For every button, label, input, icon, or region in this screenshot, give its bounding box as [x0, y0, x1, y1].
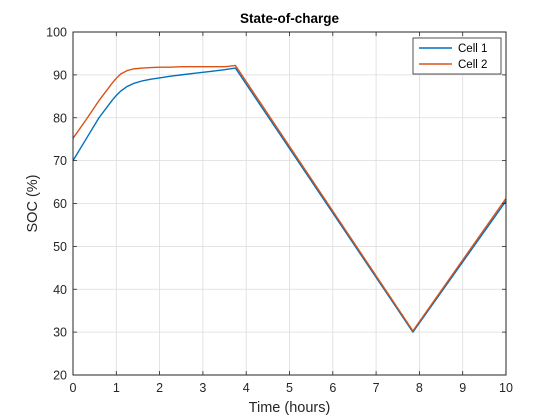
y-tick-label: 90 — [53, 68, 67, 82]
x-tick-label: 7 — [373, 381, 380, 395]
x-tick-label: 0 — [70, 381, 77, 395]
y-tick-label: 30 — [53, 326, 67, 340]
legend-entry-cell-2: Cell 2 — [458, 59, 487, 71]
x-tick-label: 8 — [416, 381, 423, 395]
legend: Cell 1 Cell 2 — [412, 37, 502, 75]
y-tick-label: 50 — [53, 240, 67, 254]
y-axis-label: SOC (%) — [25, 175, 41, 233]
x-tick-label: 3 — [199, 381, 206, 395]
x-axis-label: Time (hours) — [249, 400, 331, 416]
x-tick-label: 1 — [113, 381, 120, 395]
legend-entry-cell-1: Cell 1 — [458, 43, 487, 55]
y-tick-label: 60 — [53, 197, 67, 211]
x-tick-label: 5 — [286, 381, 293, 395]
y-tick-label: 100 — [46, 26, 67, 40]
x-tick-label: 9 — [459, 381, 466, 395]
y-tick-label: 80 — [53, 111, 67, 125]
chart-title: State-of-charge — [240, 11, 340, 26]
x-tick-label: 4 — [243, 381, 250, 395]
x-tick-label: 10 — [499, 381, 513, 395]
series-line-cell-1 — [72, 67, 507, 333]
x-tick-label: 6 — [329, 381, 336, 395]
legend-box — [412, 37, 502, 75]
series-line-cell-2 — [72, 64, 507, 332]
axis-ticks: 0 1 2 3 4 5 6 7 8 9 10 20 30 40 50 60 70 80 90 100 — [46, 26, 513, 396]
y-tick-label: 40 — [53, 283, 67, 297]
y-tick-label: 70 — [53, 154, 67, 168]
y-tick-label: 20 — [53, 369, 67, 383]
x-tick-label: 2 — [156, 381, 163, 395]
series-lines — [72, 64, 507, 333]
